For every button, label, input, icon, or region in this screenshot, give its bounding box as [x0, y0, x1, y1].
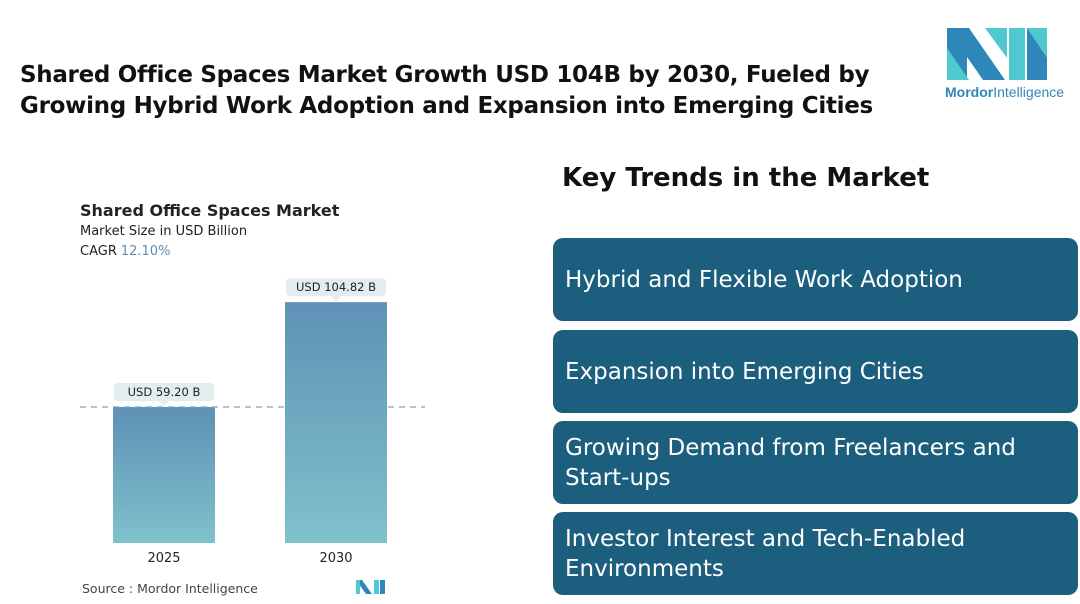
bar-chart: USD 59.20 B 2025 USD 104.82 B 2030 [80, 278, 425, 594]
bar-2030 [285, 302, 387, 543]
trend-text: Growing Demand from Freelancers and Star… [565, 434, 1016, 491]
data-label: USD 104.82 B [296, 280, 376, 294]
cagr-value: 12.10% [120, 244, 171, 259]
trend-text: Investor Interest and Tech-Enabled Envir… [565, 525, 966, 582]
cagr: CAGR 12.10% [80, 244, 171, 259]
data-label-bg [286, 278, 386, 297]
trends-title: Key Trends in the Market [562, 163, 930, 193]
data-label: USD 59.20 B [128, 385, 201, 399]
trend-card: Investor Interest and Tech-Enabled Envir… [553, 512, 1078, 595]
trend-text: Hybrid and Flexible Work Adoption [565, 266, 963, 293]
trend-text: Expansion into Emerging Cities [565, 358, 924, 385]
logo-text: MordorIntelligence [945, 84, 1065, 100]
trend-card: Growing Demand from Freelancers and Star… [553, 421, 1078, 504]
chart-subtitle: Market Size in USD Billion [80, 224, 248, 239]
logo-mark-icon [947, 28, 1047, 80]
x-tick-label: 2030 [319, 551, 352, 566]
data-label-bg [114, 383, 214, 401]
x-tick-label: 2025 [147, 551, 180, 566]
mordor-intelligence-logo: MordorIntelligence [945, 28, 1065, 100]
data-label-pointer [159, 401, 169, 406]
trend-card: Expansion into Emerging Cities [553, 330, 1078, 413]
bar-2025 [113, 407, 215, 543]
page-title: Shared Office Spaces Market Growth USD 1… [20, 62, 873, 119]
chart-title: Shared Office Spaces Market [80, 201, 340, 220]
source-logo-icon [356, 580, 385, 594]
source-note: Source : Mordor Intelligence [82, 581, 258, 596]
trend-card: Hybrid and Flexible Work Adoption [553, 238, 1078, 321]
data-label-pointer [331, 296, 341, 302]
